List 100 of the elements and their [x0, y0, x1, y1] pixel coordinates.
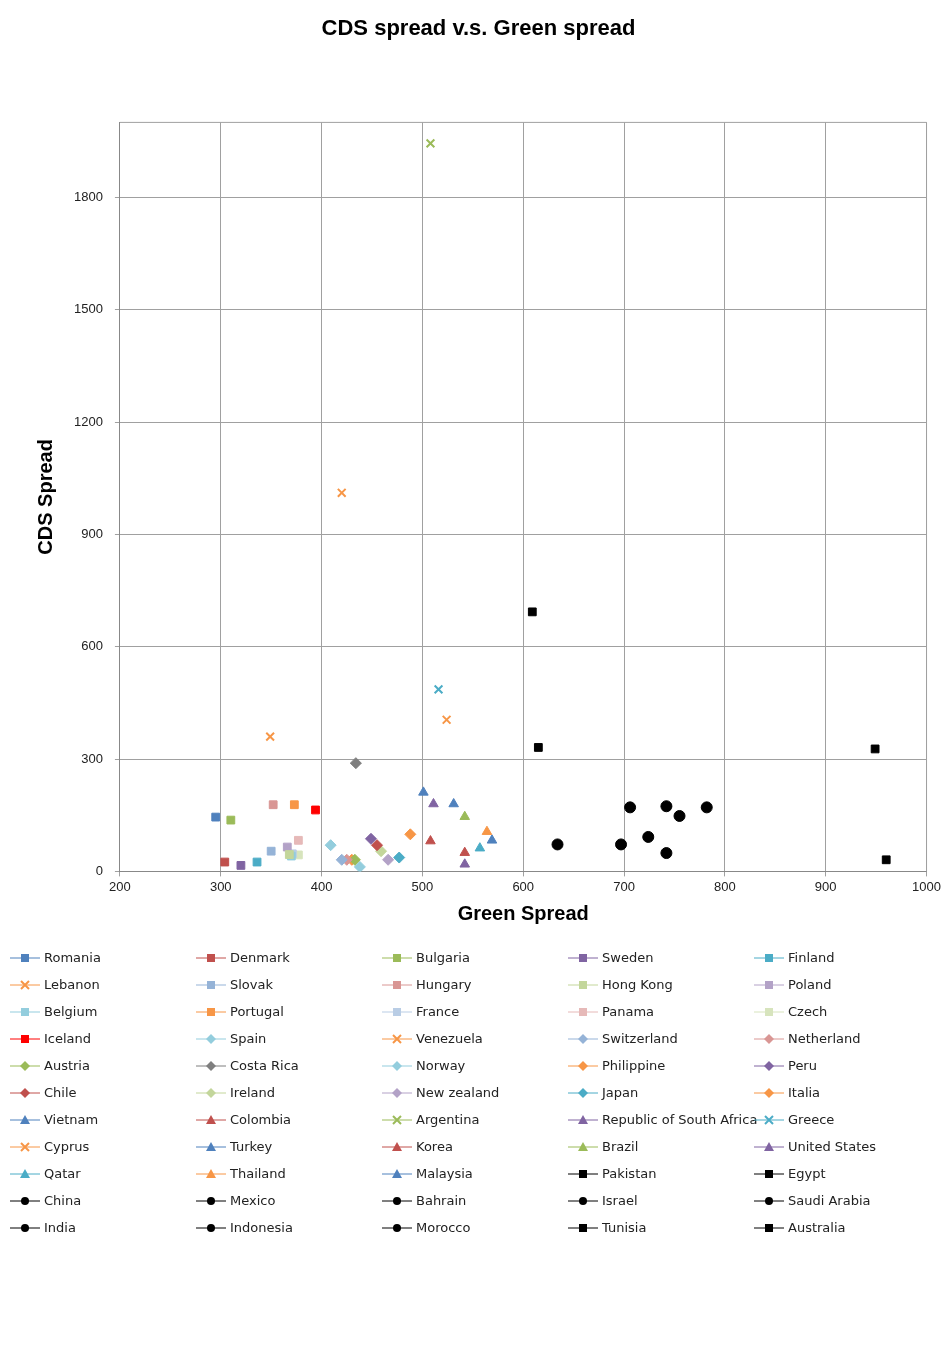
y-tick-label: 600 [81, 638, 103, 654]
legend-label: Greece [788, 1112, 835, 1127]
x-tick-label: 1000 [912, 878, 941, 894]
legend-label: Morocco [416, 1220, 471, 1235]
point [353, 860, 366, 872]
legend-label: Bahrain [416, 1193, 467, 1208]
legend-label: Israel [602, 1193, 638, 1208]
legend-label: Argentina [416, 1112, 480, 1127]
point [448, 797, 459, 808]
legend-label: China [44, 1193, 82, 1208]
point [211, 812, 221, 822]
legend-label: Thailand [230, 1166, 286, 1181]
x-tick-label: 700 [613, 878, 635, 894]
y-tick-label: 300 [81, 750, 103, 766]
legend-label: Venezuela [416, 1031, 483, 1046]
legend-label: Peru [788, 1058, 817, 1073]
point [642, 830, 655, 843]
legend-label: Japan [602, 1085, 639, 1100]
x-tick-label: 600 [512, 878, 535, 894]
point [226, 815, 236, 825]
legend-label: Norway [416, 1058, 466, 1073]
point [527, 607, 537, 617]
point [459, 858, 471, 868]
point [236, 861, 246, 870]
legend-label: Portugal [230, 1004, 284, 1019]
legend-label: Italia [788, 1085, 821, 1100]
legend-label: Denmark [230, 950, 290, 965]
legend-label: Saudi Arabia [788, 1193, 871, 1208]
point [335, 853, 348, 866]
point [268, 800, 278, 810]
legend-label: Hungary [416, 977, 472, 992]
y-tick-label: 1200 [74, 413, 103, 429]
y-tick-label: 900 [81, 525, 103, 541]
legend-label: Brazil [602, 1139, 639, 1154]
legend-label: Poland [788, 977, 832, 992]
legend-label: Panama [602, 1004, 655, 1019]
legend-label: Australia [788, 1220, 846, 1235]
point [660, 800, 673, 813]
point [425, 138, 436, 149]
legend-label: Pakistan [602, 1166, 657, 1181]
point [551, 838, 564, 851]
legend-label: Vietnam [44, 1112, 99, 1127]
x-tick-label: 400 [310, 878, 333, 894]
legend-label: Indonesia [230, 1220, 293, 1235]
point [418, 786, 429, 796]
point [881, 855, 891, 865]
x-tick-label: 200 [109, 878, 131, 894]
legend-label: Republic of South Africa [602, 1112, 758, 1127]
point [425, 835, 436, 845]
legend-label: Switzerland [602, 1031, 678, 1046]
point [311, 805, 320, 815]
x-axis-title: Green Spread [457, 901, 589, 924]
point [459, 810, 471, 820]
point [870, 744, 880, 754]
point [393, 851, 406, 864]
legend-label: Chile [44, 1085, 77, 1100]
legend-label: Philippine [602, 1058, 666, 1073]
legend-label: Korea [416, 1139, 453, 1154]
point [474, 842, 486, 852]
legend-label: Colombia [230, 1112, 292, 1127]
legend-label: Hong Kong [602, 977, 673, 992]
x-tick-label: 900 [814, 878, 837, 894]
legend-label: Lebanon [44, 977, 100, 992]
point [481, 825, 493, 835]
point [265, 731, 276, 742]
legend-label: Bulgaria [416, 950, 470, 965]
legend-label: Belgium [44, 1004, 98, 1019]
chart-title: CDS spread v.s. Green spread [321, 15, 636, 41]
legend-label: Austria [44, 1058, 90, 1073]
legend-label: Costa Rica [230, 1058, 299, 1073]
point [364, 832, 377, 845]
legend-label: Slovak [230, 977, 274, 992]
point [433, 684, 444, 695]
legend-label: Finland [788, 950, 835, 965]
point [624, 801, 637, 814]
legend-label: Spain [230, 1031, 267, 1046]
y-tick-label: 0 [95, 862, 103, 878]
point [382, 853, 395, 866]
point [615, 838, 628, 851]
point [289, 800, 299, 810]
point [673, 809, 686, 822]
point [700, 801, 713, 814]
point [266, 846, 276, 856]
legend-label: New zealand [416, 1085, 500, 1100]
x-tick-label: 800 [714, 878, 736, 894]
legend-label: Ireland [230, 1085, 275, 1100]
point [324, 839, 337, 852]
legend-label: Mexico [230, 1193, 276, 1208]
x-tick-label: 500 [411, 878, 434, 894]
point [486, 834, 498, 844]
legend-label: Romania [44, 950, 101, 965]
legend-label: Cyprus [44, 1139, 90, 1154]
y-tick-label: 1500 [74, 301, 103, 317]
legend-label: United States [788, 1139, 877, 1154]
legend-label: Malaysia [416, 1166, 473, 1181]
point [459, 846, 471, 856]
y-tick-label: 1800 [74, 188, 103, 204]
point [404, 828, 417, 841]
point [220, 857, 230, 867]
legend-label: Sweden [602, 950, 654, 965]
